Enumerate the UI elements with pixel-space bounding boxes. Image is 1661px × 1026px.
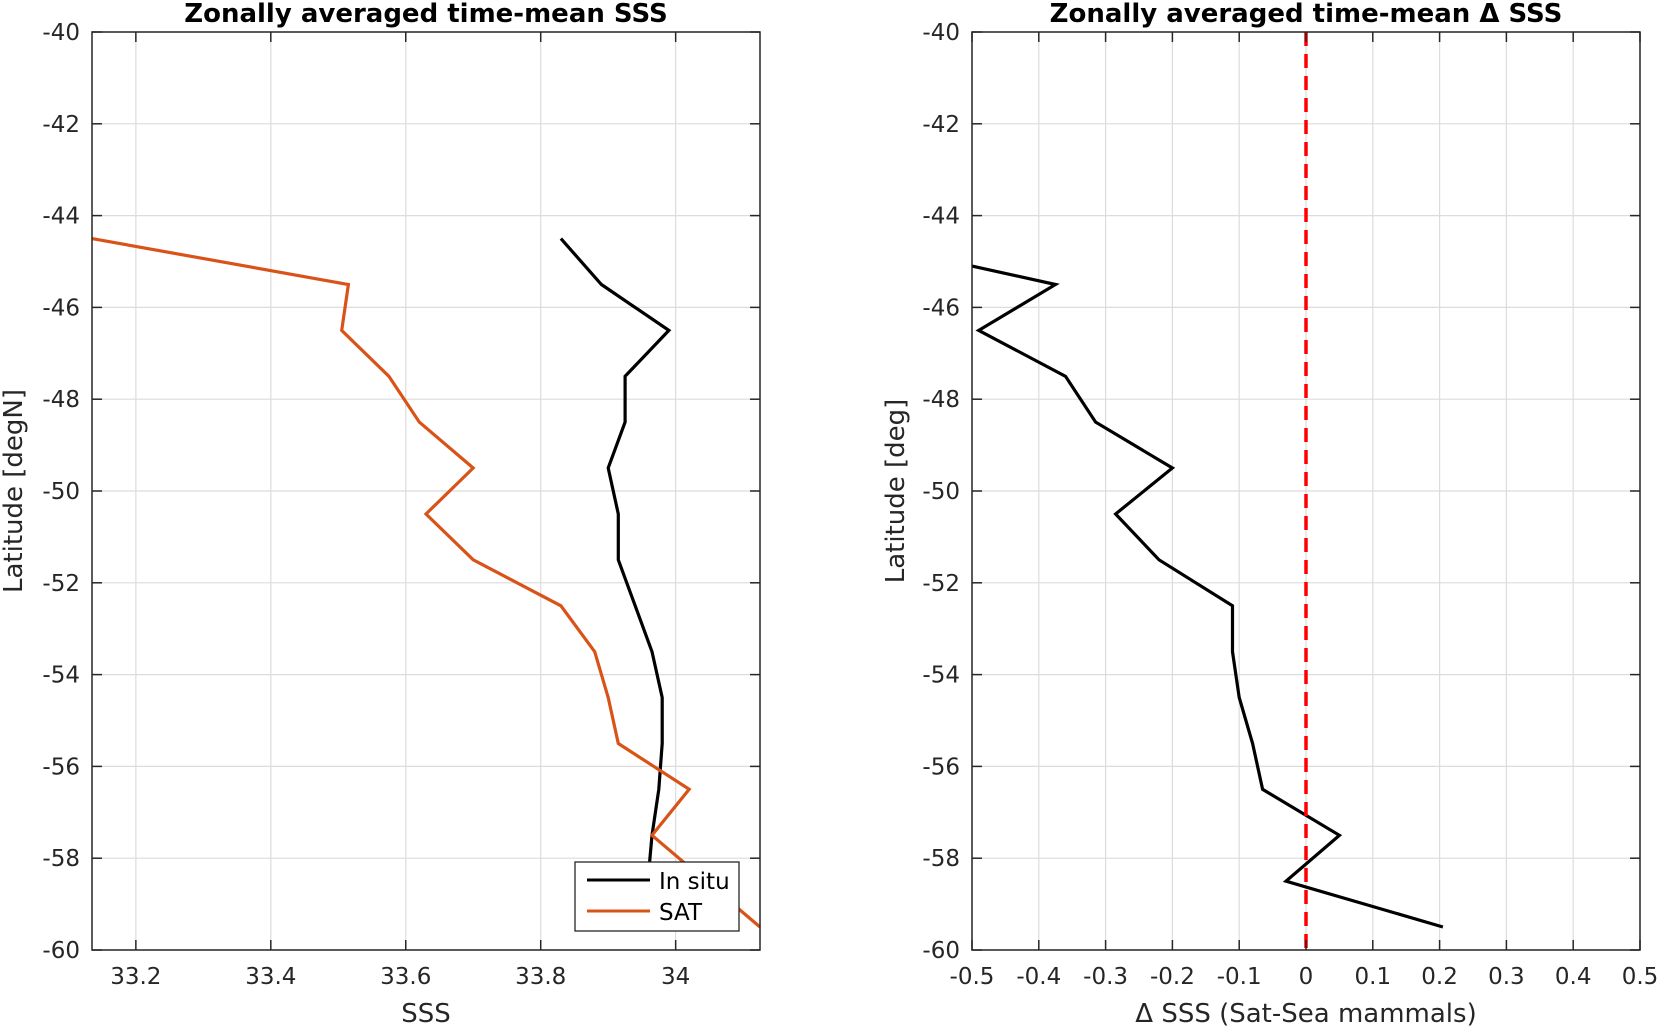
y-tick-label: -40	[42, 20, 80, 46]
x-tick-label: 33.6	[380, 964, 431, 990]
y-tick-label: -52	[922, 571, 960, 597]
y-tick-label: -54	[42, 663, 80, 689]
grid	[92, 31, 760, 951]
y-tick-label: -46	[42, 295, 80, 321]
x-tick-label: 0.2	[1421, 964, 1458, 990]
y-tick-label: -44	[922, 204, 960, 230]
series-line-in-situ	[559, 237, 672, 873]
chart-title: Zonally averaged time-mean Δ SSS	[1050, 0, 1563, 29]
y-tick-label: -56	[922, 754, 960, 780]
y-tick-label: -50	[42, 479, 80, 505]
tick-group: 33.2 33.4 33.6 33.8 34 -40 -42 -44 -46 -48 -50 -52 -…	[42, 20, 760, 990]
x-tick-label: 0.3	[1488, 964, 1525, 990]
y-tick-label: -56	[42, 754, 80, 780]
tick-group: -0.5 -0.4 -0.3 -0.2 -0.1 0 0.1 0.2 0.3 0.4 0.5 -40 -…	[922, 20, 1658, 990]
x-tick-label: -0.1	[1217, 964, 1262, 990]
series-group	[971, 32, 1444, 950]
delta-sss-panel: -0.5 -0.4 -0.3 -0.2 -0.1 0 0.1 0.2 0.3 0.4 0.5 -40 -…	[881, 0, 1658, 1026]
x-axis-label: SSS	[401, 999, 451, 1026]
sss-panel: 33.2 33.4 33.6 33.8 34 -40 -42 -44 -46 -48 -50 -52 -…	[0, 0, 762, 1026]
x-tick-label: 33.4	[245, 964, 296, 990]
x-tick-label: -0.4	[1016, 964, 1061, 990]
x-tick-label: 33.8	[515, 964, 566, 990]
y-tick-label: -40	[922, 20, 960, 46]
x-axis-label: Δ SSS (Sat-Sea mammals)	[1135, 999, 1476, 1026]
x-tick-label: 34	[661, 964, 690, 990]
x-tick-label: 33.2	[110, 964, 161, 990]
y-tick-label: -60	[42, 938, 80, 964]
y-tick-label: -58	[42, 846, 80, 872]
y-tick-label: -44	[42, 204, 80, 230]
x-tick-label: -0.2	[1150, 964, 1195, 990]
legend: In situ SAT	[574, 861, 740, 932]
y-tick-label: -48	[922, 387, 960, 413]
series-line-delta-sss	[971, 264, 1444, 929]
y-tick-label: -46	[922, 295, 960, 321]
y-axis-label: Latitude [deg]	[881, 399, 911, 584]
legend-box	[574, 861, 740, 932]
y-tick-label: -60	[922, 938, 960, 964]
y-tick-label: -58	[922, 846, 960, 872]
x-tick-label: -0.3	[1083, 964, 1128, 990]
x-tick-label: -0.5	[950, 964, 995, 990]
y-tick-label: -54	[922, 663, 960, 689]
series-group	[91, 237, 762, 929]
y-axis-label: Latitude [degN]	[0, 389, 29, 593]
legend-label-in-situ: In situ	[659, 869, 730, 895]
y-tick-label: -48	[42, 387, 80, 413]
x-tick-label: 0	[1299, 964, 1314, 990]
x-tick-label: 0.1	[1355, 964, 1392, 990]
chart-title: Zonally averaged time-mean SSS	[184, 0, 668, 29]
y-tick-label: -42	[42, 112, 80, 138]
y-tick-label: -50	[922, 479, 960, 505]
series-line-sat	[91, 237, 762, 929]
y-tick-label: -42	[922, 112, 960, 138]
x-tick-label: 0.4	[1555, 964, 1592, 990]
x-tick-label: 0.5	[1622, 964, 1659, 990]
legend-label-sat: SAT	[659, 900, 703, 926]
y-tick-label: -52	[42, 571, 80, 597]
